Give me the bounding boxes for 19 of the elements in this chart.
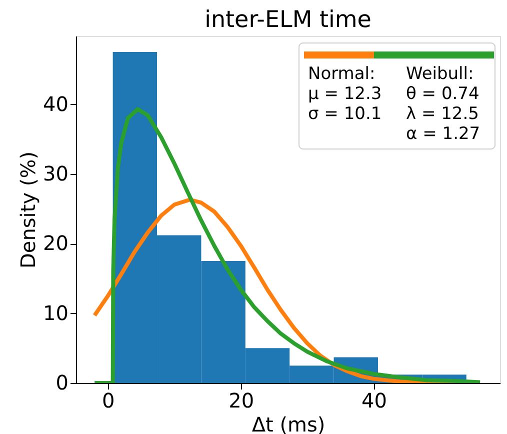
- annotation: σ = 10.1: [308, 104, 382, 124]
- y-axis-title: Density (%): [16, 151, 40, 269]
- y-tick-label: 40: [43, 92, 68, 116]
- x-axis-title: Δt (ms): [252, 412, 326, 434]
- x-tick-label: 0: [102, 388, 115, 412]
- legend-label: Weibull:: [406, 64, 474, 84]
- legend-label: Normal:: [308, 64, 376, 84]
- y-tick-label: 10: [43, 300, 68, 325]
- x-tick-label: 20: [228, 388, 254, 412]
- annotation: λ = 12.5: [406, 104, 479, 124]
- x-tick-label: 40: [362, 388, 387, 412]
- annotation: μ = 12.3: [308, 84, 382, 104]
- y-tick-label: 0: [56, 370, 68, 394]
- annotation: θ = 0.74: [406, 84, 480, 104]
- y-tick-label: 30: [43, 161, 68, 186]
- y-tick-label: 20: [43, 231, 68, 256]
- annotation: α = 1.27: [406, 124, 480, 144]
- line-series: [92, 107, 482, 383]
- chart-title: inter-ELM time: [204, 7, 372, 33]
